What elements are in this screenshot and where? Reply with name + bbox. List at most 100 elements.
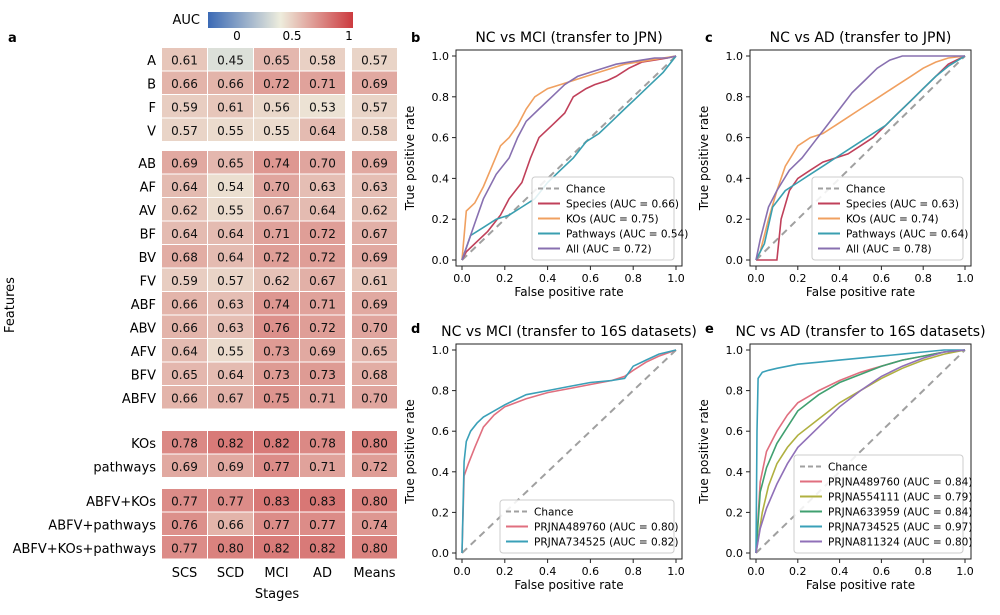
heatmap-row-label: AV xyxy=(139,204,156,219)
heatmap-cell-value: 0.72 xyxy=(263,77,290,91)
chart-title: NC vs AD (transfer to 16S datasets) xyxy=(735,324,985,340)
heatmap-cell xyxy=(162,454,207,477)
heatmap-cell xyxy=(208,315,253,338)
heatmap-cell xyxy=(300,536,345,559)
plot-frame xyxy=(749,343,972,560)
heatmap-cell-value: 0.75 xyxy=(263,391,290,405)
x-tick-label: 1.0 xyxy=(667,272,685,285)
heatmap-cell xyxy=(208,221,253,244)
heatmap-row-label: ABFV+pathways xyxy=(48,518,156,533)
heatmap-cell xyxy=(352,118,397,141)
heatmap-cell-value: 0.63 xyxy=(309,180,336,194)
roc-chart-d: NC vs MCI (transfer to 16S datasets)0.00… xyxy=(403,324,697,592)
heatmap-cell xyxy=(254,268,299,291)
heatmap-cell xyxy=(208,431,253,454)
heatmap-cell-value: 0.67 xyxy=(361,227,388,241)
heatmap-cell-value: 0.77 xyxy=(263,460,290,474)
heatmap-cell-value: 0.64 xyxy=(217,250,244,264)
y-tick-label: 0.0 xyxy=(432,254,450,267)
heatmap-cell-value: 0.69 xyxy=(309,344,336,358)
heatmap-cell-value: 0.53 xyxy=(309,100,336,114)
heatmap-cell-value: 0.69 xyxy=(361,297,388,311)
heatmap-cell-value: 0.65 xyxy=(171,368,198,382)
heatmap-cell xyxy=(300,315,345,338)
heatmap-cell-value: 0.68 xyxy=(361,368,388,382)
heatmap-cell-value: 0.65 xyxy=(361,344,388,358)
heatmap-cell-value: 0.72 xyxy=(361,460,388,474)
heatmap-cell-value: 0.61 xyxy=(171,53,198,67)
legend-label: PRJNA734525 (AUC = 0.82) xyxy=(534,537,678,549)
x-tick-label: 0.8 xyxy=(624,565,642,578)
heatmap-cell-value: 0.80 xyxy=(217,541,244,555)
heatmap-cell xyxy=(352,362,397,385)
x-tick-label: 0.6 xyxy=(873,565,891,578)
heatmap-cell-value: 0.71 xyxy=(309,391,336,405)
x-tick-label: 0.6 xyxy=(582,272,600,285)
y-tick-label: 0.4 xyxy=(726,466,744,479)
heatmap-cell xyxy=(162,512,207,535)
heatmap-cell-value: 0.45 xyxy=(217,53,244,67)
heatmap-cell xyxy=(352,536,397,559)
heatmap-cell-value: 0.82 xyxy=(309,541,336,555)
heatmap-cell xyxy=(352,245,397,268)
y-tick-label: 0.8 xyxy=(726,91,744,104)
heatmap-cell xyxy=(254,454,299,477)
x-tick-label: 0.2 xyxy=(789,565,807,578)
heatmap-row-label: ABFV xyxy=(122,392,156,407)
heatmap-cell-value: 0.73 xyxy=(309,368,336,382)
heatmap-row-label: KOs xyxy=(131,437,156,452)
y-tick-label: 0.6 xyxy=(726,132,744,145)
y-tick-label: 0.2 xyxy=(432,506,450,519)
heatmap-cell xyxy=(208,95,253,118)
y-tick-label: 0.8 xyxy=(432,385,450,398)
x-tick-label: 0.8 xyxy=(624,272,642,285)
roc-curve xyxy=(755,349,965,554)
heatmap-cell xyxy=(162,198,207,221)
heatmap-cell xyxy=(352,315,397,338)
heatmap-cell xyxy=(352,174,397,197)
x-tick-label: 0.2 xyxy=(789,272,807,285)
heatmap-row-label: F xyxy=(149,101,156,116)
heatmap-cell-value: 0.66 xyxy=(171,391,198,405)
heatmap-row-label: ABF xyxy=(131,298,156,313)
heatmap-cell xyxy=(300,118,345,141)
heatmap: A 0.61 0.45 0.65 0.58 0.57 B 0.66 0.66 0.72 0.71 0.… xyxy=(13,48,397,581)
legend-label: All (AUC = 0.72) xyxy=(566,244,652,256)
heatmap-cell-value: 0.83 xyxy=(309,494,336,508)
heatmap-row-label: pathways xyxy=(93,460,156,475)
heatmap-row-label: BFV xyxy=(131,368,156,383)
y-tick-label: 0.8 xyxy=(432,91,450,104)
heatmap-cell xyxy=(208,536,253,559)
heatmap-cell-value: 0.62 xyxy=(263,274,290,288)
heatmap-cell xyxy=(254,489,299,512)
heatmap-cell-value: 0.68 xyxy=(171,250,198,264)
heatmap-column-label: AD xyxy=(313,566,332,581)
heatmap-cell xyxy=(300,386,345,409)
heatmap-cell xyxy=(162,71,207,94)
heatmap-cell-value: 0.69 xyxy=(361,250,388,264)
heatmap-cell-value: 0.54 xyxy=(217,180,244,194)
y-tick-label: 0.6 xyxy=(432,132,450,145)
heatmap-cell xyxy=(254,512,299,535)
heatmap-row-label: AF xyxy=(140,180,156,195)
colorbar-tick: 0.5 xyxy=(282,29,301,43)
heatmap-cell xyxy=(300,292,345,315)
heatmap-cell xyxy=(162,151,207,174)
legend-label: All (AUC = 0.78) xyxy=(846,244,932,256)
colorbar-tick: 0 xyxy=(233,29,241,43)
legend-label: PRJNA734525 (AUC = 0.97) xyxy=(828,522,972,534)
heatmap-cell-value: 0.57 xyxy=(171,124,198,138)
heatmap-cell xyxy=(352,71,397,94)
heatmap-cell xyxy=(300,151,345,174)
heatmap-cell-value: 0.72 xyxy=(309,227,336,241)
y-tick-label: 0.4 xyxy=(432,466,450,479)
legend-label: Pathways (AUC = 0.54) xyxy=(566,229,688,241)
heatmap-cell xyxy=(208,512,253,535)
heatmap-cell xyxy=(254,315,299,338)
chart-title: NC vs AD (transfer to JPN) xyxy=(770,30,952,46)
heatmap-row-label: FV xyxy=(140,274,156,289)
heatmap-cell xyxy=(352,268,397,291)
roc-chart-c: NC vs AD (transfer to JPN) 0.00.0 0.2 0.2 0.… xyxy=(697,30,974,299)
heatmap-cell-value: 0.64 xyxy=(171,344,198,358)
heatmap-row-label: AFV xyxy=(131,345,156,360)
